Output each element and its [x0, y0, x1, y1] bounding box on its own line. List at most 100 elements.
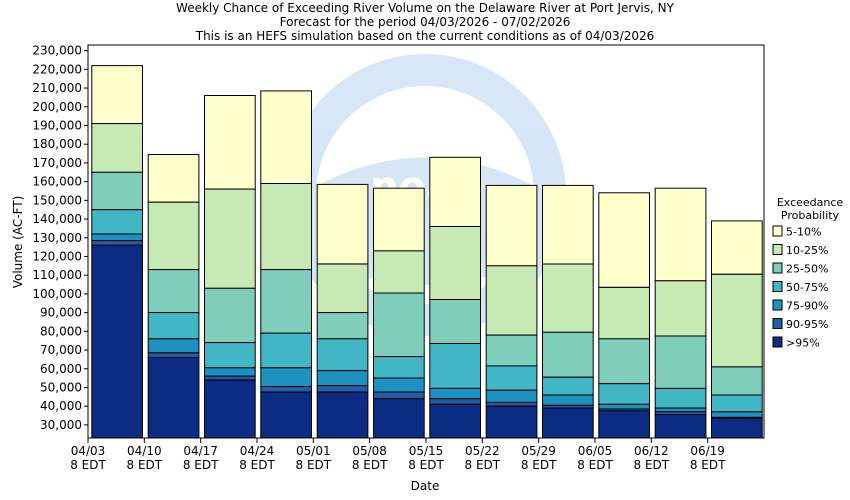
bar-segment-5-10-week-12	[711, 220, 763, 275]
bar-segment-95-week-9	[542, 407, 594, 439]
legend: Exceedance Probability 5-10% 10-25% 25-50%…	[772, 196, 844, 350]
y-tick-label: 120,000	[32, 249, 82, 263]
y-tick-label: 50,000	[40, 380, 82, 394]
bar-segment-10-25-week-8	[485, 265, 538, 336]
bar-segment-90-95-week-3	[204, 375, 256, 381]
legend-swatch	[772, 318, 783, 329]
bar-segment-25-50-week-4	[260, 269, 312, 334]
x-tick-label-date: 04/10	[127, 444, 162, 458]
legend-swatch	[772, 244, 783, 255]
bar-segment-25-50-week-9	[542, 331, 594, 378]
y-tick-label: 200,000	[32, 100, 82, 114]
bar-segment-10-25-week-2	[147, 201, 200, 271]
bar-segment-50-75-week-3	[204, 342, 256, 369]
bar-segment-95-week-3	[204, 379, 256, 439]
bar-segment-75-90-week-10	[598, 403, 650, 410]
bar-segment-90-95-week-7	[429, 398, 481, 405]
bar-segment-75-90-week-8	[485, 389, 538, 403]
y-tick-label: 60,000	[40, 362, 82, 376]
x-tick-label-date: 06/05	[578, 444, 613, 458]
bar-segment-5-10-week-11	[654, 187, 707, 282]
y-tick-label: 160,000	[32, 175, 82, 189]
bar-segment-25-50-week-6	[373, 292, 425, 358]
bar-segment-95-week-7	[429, 403, 481, 439]
bar-segment-10-25-week-6	[373, 250, 425, 294]
x-axis-label: Date	[411, 479, 440, 493]
bar-segment-95-week-10	[598, 410, 650, 439]
bar-segment-5-10-week-3	[204, 95, 256, 190]
bar-segment-50-75-week-11	[654, 387, 707, 409]
bar-segment-50-75-week-2	[147, 312, 200, 340]
bar-segment-5-10-week-2	[147, 154, 200, 203]
bar-segment-95-week-2	[147, 357, 200, 439]
bar-segment-5-10-week-8	[485, 184, 538, 267]
bar-segment-5-10-week-9	[542, 184, 594, 265]
bar-segment-10-25-week-5	[316, 263, 369, 314]
legend-label: 10-25%	[786, 244, 828, 257]
x-tick-label-tz: 8 EDT	[183, 458, 219, 472]
bar-segment-10-25-week-11	[654, 280, 707, 337]
bar-segment-95-week-8	[485, 405, 538, 439]
bar-segment-25-50-week-7	[429, 299, 481, 344]
bar-segment-10-25-week-9	[542, 263, 594, 333]
chart-subtitle-2: This is an HEFS simulation based on the …	[195, 29, 655, 43]
bar-segment-25-50-week-10	[598, 338, 650, 385]
bar-segment-25-50-week-2	[147, 269, 200, 314]
legend-swatch	[772, 225, 783, 237]
chart-subtitle: Forecast for the period 04/03/2026 - 07/…	[280, 15, 571, 29]
x-tick-label-date: 04/03	[71, 444, 106, 458]
x-tick-label-date: 05/08	[352, 444, 387, 458]
y-tick-label: 130,000	[32, 231, 82, 245]
x-tick-label-date: 06/19	[690, 444, 725, 458]
bar-segment-10-25-week-3	[204, 188, 256, 289]
bar-segment-90-95-week-1	[91, 240, 144, 246]
y-tick-label: 190,000	[32, 118, 82, 132]
legend-swatch	[772, 262, 783, 274]
bar-segment-5-10-week-1	[91, 65, 144, 125]
bar-segment-5-10-week-6	[373, 187, 425, 252]
bar-segment-75-90-week-3	[204, 367, 256, 377]
x-tick-label-date: 05/29	[521, 444, 556, 458]
legend-label: 5-10%	[786, 226, 821, 239]
bar-segment-75-90-week-5	[316, 370, 369, 387]
bar-segment-50-75-week-12	[711, 394, 763, 413]
bar-segment-95-week-4	[260, 391, 312, 439]
plot-area	[87, 44, 765, 439]
x-tick-label-tz: 8 EDT	[70, 458, 106, 472]
bar-segment-50-75-week-8	[485, 365, 538, 391]
y-tick-label: 180,000	[32, 137, 82, 151]
bar-segment-75-90-week-1	[91, 233, 144, 242]
y-axis-label: Volume (AC-FT)	[11, 196, 25, 289]
bar-segment-25-50-week-8	[485, 334, 538, 367]
y-tick-label: 30,000	[40, 418, 82, 432]
x-tick-label-tz: 8 EDT	[634, 458, 670, 472]
y-tick-label: 210,000	[32, 81, 82, 95]
bar-segment-95-week-1	[91, 244, 144, 439]
bar-segment-90-95-week-6	[373, 391, 425, 400]
legend-swatch	[772, 336, 783, 348]
x-tick-label-date: 05/15	[409, 444, 444, 458]
x-tick-label-date: 06/12	[634, 444, 669, 458]
y-tick-label: 100,000	[32, 287, 82, 301]
bar-segment-95-week-11	[654, 414, 707, 439]
bar-segment-10-25-week-7	[429, 226, 481, 300]
y-tick-label: 220,000	[32, 62, 82, 76]
bars-group	[91, 65, 763, 439]
bar-segment-50-75-week-10	[598, 383, 650, 405]
legend-label: 25-50%	[786, 263, 828, 276]
bar-segment-75-90-week-2	[147, 338, 200, 354]
bar-segment-25-50-week-5	[316, 312, 369, 340]
x-tick-label-date: 04/24	[240, 444, 275, 458]
bar-segment-50-75-week-6	[373, 356, 425, 379]
bar-segment-25-50-week-1	[91, 171, 144, 211]
x-tick-label-tz: 8 EDT	[521, 458, 557, 472]
x-tick-label-tz: 8 EDT	[408, 458, 444, 472]
bar-segment-5-10-week-4	[260, 90, 312, 184]
legend-swatch	[772, 299, 783, 311]
x-tick-label-date: 05/22	[465, 444, 500, 458]
bar-segment-5-10-week-5	[316, 183, 369, 265]
legend-swatch	[772, 281, 783, 292]
legend-title-line-1: Exceedance	[777, 196, 844, 209]
chart-title: Weekly Chance of Exceeding River Volume …	[176, 1, 675, 15]
